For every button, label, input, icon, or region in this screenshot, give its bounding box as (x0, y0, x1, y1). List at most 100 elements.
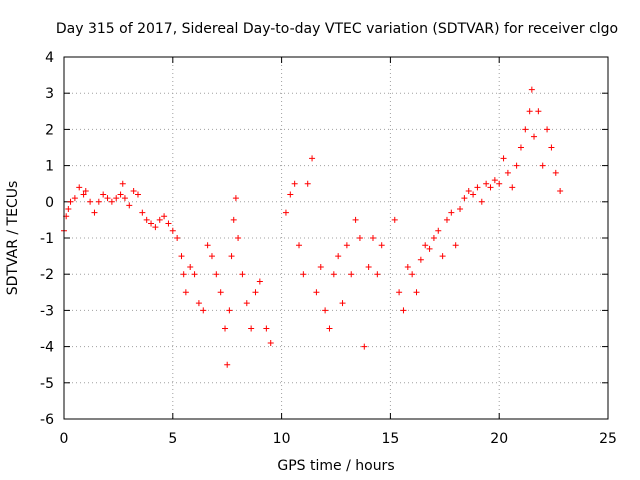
data-point (296, 242, 303, 249)
data-point (161, 213, 168, 220)
data-point (335, 253, 342, 260)
y-tick-label: -6 (40, 412, 54, 428)
data-point (361, 343, 368, 350)
data-point (195, 300, 202, 307)
data-point (356, 235, 363, 241)
data-point (71, 195, 78, 202)
data-point (500, 155, 507, 162)
data-point (378, 242, 385, 249)
data-point (426, 245, 433, 252)
data-point (139, 209, 146, 216)
data-point (143, 216, 150, 223)
data-point (169, 227, 176, 234)
data-point (365, 263, 372, 270)
data-point (300, 271, 307, 278)
x-tick-label: 5 (168, 431, 177, 447)
axis-ticks: 0 5 10 15 20 25 -6 -5 -4 -3 -2 -1 0 1 2 3 4 (40, 50, 617, 447)
data-point (134, 191, 141, 198)
data-point (119, 180, 126, 187)
data-point (178, 253, 185, 260)
data-point (309, 155, 316, 162)
data-point (478, 198, 485, 205)
data-point (117, 191, 124, 198)
data-point (539, 162, 546, 169)
data-point (126, 202, 133, 209)
data-point (317, 263, 324, 270)
data-point (439, 253, 446, 260)
y-axis-label: SDTVAR / TECUs (5, 181, 21, 296)
data-point (369, 235, 376, 241)
data-point (430, 235, 437, 241)
data-point (187, 263, 194, 270)
data-point (191, 271, 198, 278)
y-tick-label: -4 (40, 340, 54, 356)
data-point (156, 216, 163, 223)
data-point (513, 162, 520, 169)
data-point (465, 187, 472, 194)
y-tick-label: 4 (45, 50, 54, 66)
data-point (217, 289, 224, 296)
data-point (487, 184, 494, 191)
data-point (291, 180, 298, 187)
data-point (222, 325, 229, 332)
data-point (304, 180, 311, 187)
data-point (448, 209, 455, 216)
data-point (457, 206, 464, 213)
data-point (104, 195, 111, 202)
data-point (522, 126, 529, 133)
data-point (417, 256, 424, 263)
data-point (248, 325, 255, 332)
data-point (130, 187, 137, 194)
data-point (67, 198, 74, 205)
data-point (100, 191, 107, 198)
x-tick-label: 10 (273, 431, 291, 447)
data-point (391, 216, 398, 223)
data-point (422, 242, 429, 249)
data-point (557, 187, 564, 194)
data-point (409, 271, 416, 278)
data-point (483, 180, 490, 187)
data-point (396, 289, 403, 296)
data-point (517, 144, 524, 151)
data-point (548, 144, 555, 151)
data-point (400, 307, 407, 314)
data-point (87, 198, 94, 205)
data-point (232, 195, 239, 202)
data-point (228, 253, 235, 260)
data-point (65, 206, 72, 213)
data-point (496, 180, 503, 187)
data-point (322, 307, 329, 314)
data-point (339, 300, 346, 307)
data-point (352, 216, 359, 223)
data-point (330, 271, 337, 278)
grid (64, 57, 608, 419)
x-tick-label: 0 (60, 431, 69, 447)
y-tick-label: 0 (45, 195, 54, 211)
data-point (180, 271, 187, 278)
y-tick-label: 1 (45, 159, 54, 175)
data-point (491, 177, 498, 184)
x-tick-label: 20 (490, 431, 508, 447)
data-point (208, 253, 215, 260)
data-point (263, 325, 270, 332)
data-point (348, 271, 355, 278)
data-point (509, 184, 516, 191)
data-points (61, 86, 564, 368)
data-point (470, 191, 477, 198)
data-point (148, 220, 155, 227)
data-point (443, 216, 450, 223)
x-tick-label: 15 (381, 431, 399, 447)
data-point (343, 242, 350, 249)
data-point (165, 220, 172, 227)
y-tick-label: -5 (40, 376, 54, 392)
data-point (452, 242, 459, 249)
data-point (213, 271, 220, 278)
x-axis-label: GPS time / hours (277, 458, 394, 474)
data-point (121, 195, 128, 202)
data-point (108, 198, 115, 205)
data-point (413, 289, 420, 296)
data-point (226, 307, 233, 314)
data-point (235, 235, 242, 241)
data-point (528, 86, 535, 93)
data-point (182, 289, 189, 296)
